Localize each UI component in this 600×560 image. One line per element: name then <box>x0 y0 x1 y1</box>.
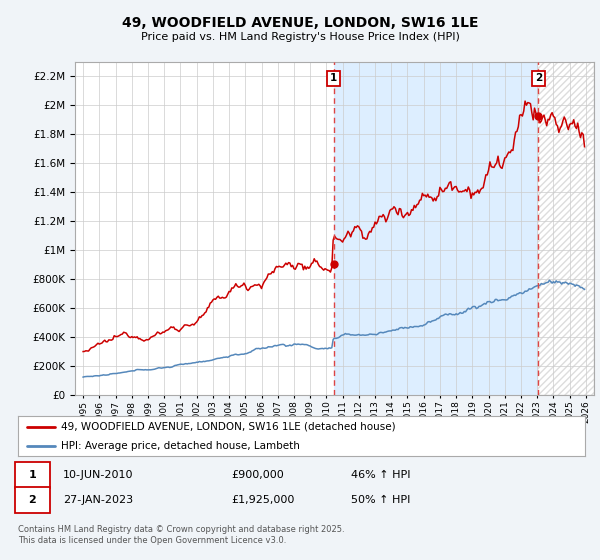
Text: Contains HM Land Registry data © Crown copyright and database right 2025.
This d: Contains HM Land Registry data © Crown c… <box>18 525 344 545</box>
Text: 49, WOODFIELD AVENUE, LONDON, SW16 1LE (detached house): 49, WOODFIELD AVENUE, LONDON, SW16 1LE (… <box>61 422 395 432</box>
Text: Price paid vs. HM Land Registry's House Price Index (HPI): Price paid vs. HM Land Registry's House … <box>140 32 460 43</box>
Text: £1,925,000: £1,925,000 <box>231 495 295 505</box>
Text: 1: 1 <box>330 73 337 83</box>
Bar <box>334 62 538 395</box>
Text: 2: 2 <box>535 73 542 83</box>
Text: 50% ↑ HPI: 50% ↑ HPI <box>351 495 410 505</box>
Text: 46% ↑ HPI: 46% ↑ HPI <box>351 470 410 480</box>
Text: 27-JAN-2023: 27-JAN-2023 <box>63 495 133 505</box>
Text: 10-JUN-2010: 10-JUN-2010 <box>63 470 133 480</box>
Text: HPI: Average price, detached house, Lambeth: HPI: Average price, detached house, Lamb… <box>61 441 299 450</box>
Text: £900,000: £900,000 <box>231 470 284 480</box>
Text: 1: 1 <box>29 470 36 480</box>
Text: 2: 2 <box>29 495 36 505</box>
Bar <box>538 62 594 395</box>
Text: 49, WOODFIELD AVENUE, LONDON, SW16 1LE: 49, WOODFIELD AVENUE, LONDON, SW16 1LE <box>122 16 478 30</box>
